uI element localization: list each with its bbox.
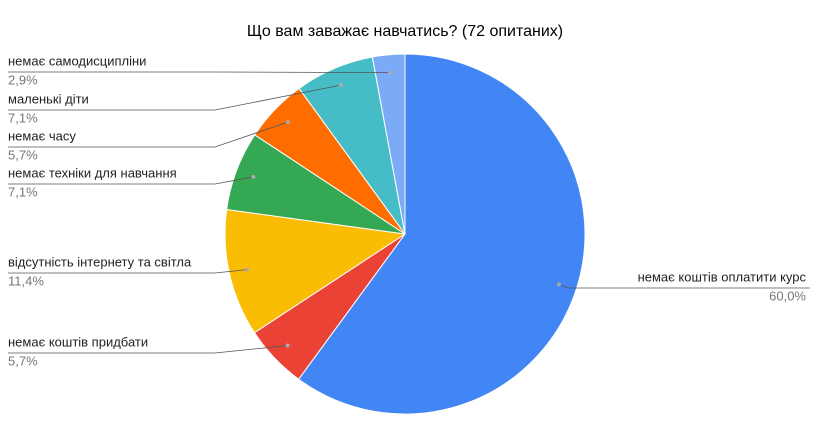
slice-label: немає коштів придбати bbox=[8, 334, 148, 349]
slice-label: немає техніки для навчання bbox=[8, 165, 177, 180]
leader-dot bbox=[285, 120, 290, 125]
leader-dot bbox=[388, 70, 393, 75]
pie-slice bbox=[371, 53, 406, 235]
pie-slice bbox=[297, 53, 586, 415]
slice-label: немає самодисципліни bbox=[8, 53, 146, 68]
slice-value: 5,7% bbox=[8, 147, 38, 162]
leader-line bbox=[558, 283, 810, 289]
slice-value: 5,7% bbox=[8, 353, 38, 368]
slice-value: 11,4% bbox=[8, 273, 44, 288]
slice-value: 60,0% bbox=[769, 288, 806, 303]
leader-line bbox=[8, 71, 391, 74]
leader-line bbox=[8, 345, 288, 354]
leader-line bbox=[8, 84, 342, 111]
leader-line bbox=[8, 176, 254, 185]
slice-label: немає часу bbox=[8, 128, 76, 143]
pie-slice bbox=[224, 208, 407, 334]
leader-dot bbox=[285, 343, 290, 348]
leader-line bbox=[8, 121, 288, 148]
slice-value: 7,1% bbox=[8, 184, 38, 199]
leader-dot bbox=[339, 83, 344, 88]
leader-dot bbox=[251, 174, 256, 179]
leader-dot bbox=[244, 267, 249, 272]
slice-label: немає коштів оплатити курс bbox=[638, 269, 807, 284]
slice-label: відсутність інтернету та світла bbox=[8, 254, 192, 269]
leader-line bbox=[8, 269, 248, 274]
chart-title: Що вам заважає навчатись? (72 опитаних) bbox=[247, 23, 563, 40]
slice-label: маленькі діти bbox=[8, 91, 89, 106]
slice-value: 2,9% bbox=[8, 72, 38, 87]
slice-value: 7,1% bbox=[8, 110, 38, 125]
leader-dot bbox=[556, 282, 561, 287]
